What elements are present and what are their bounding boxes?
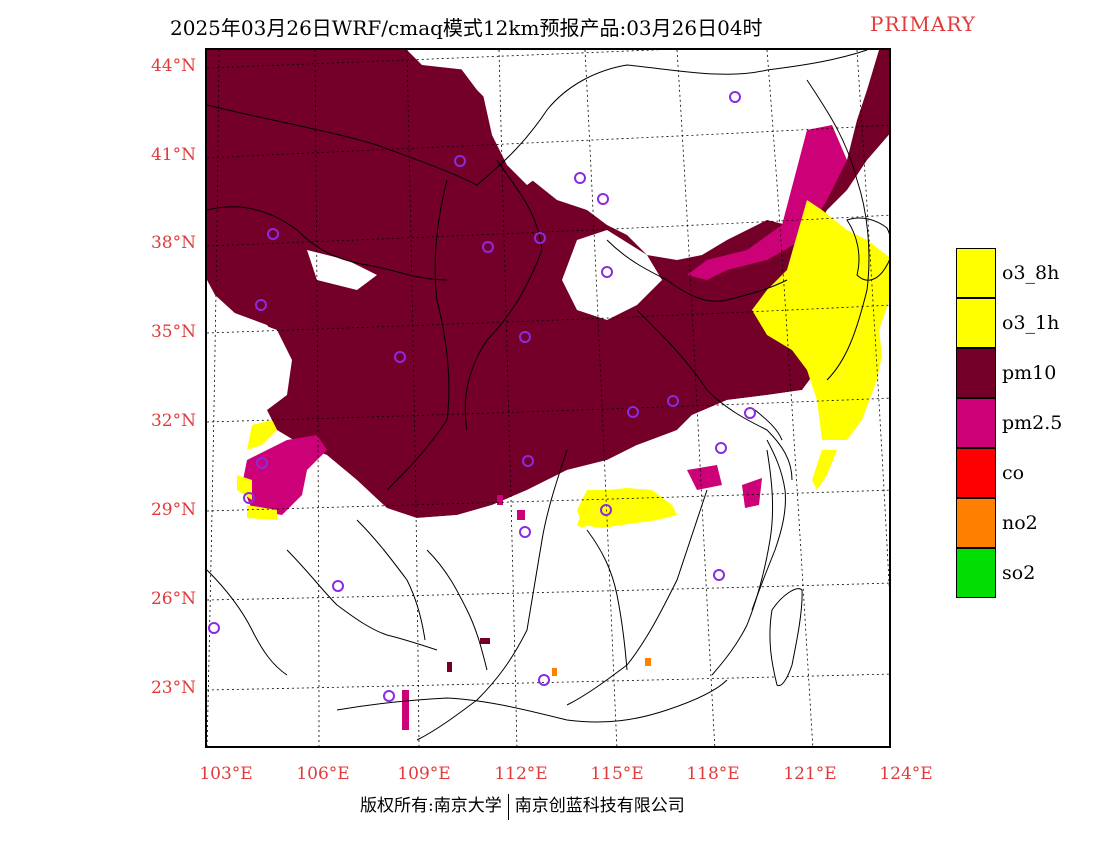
no2-speck-2 [552,668,557,676]
clear-area-sw [207,312,287,405]
legend-swatch-o3-8h [956,248,996,298]
legend-label: co [1002,462,1025,484]
station-marker [627,406,639,418]
station-marker [243,492,255,504]
station-marker [519,526,531,538]
lon-label-115: 115°E [590,764,644,784]
pm25-region-zhejiang [742,478,762,508]
station-marker [519,331,531,343]
station-marker [715,442,727,454]
lat-label-32: 32°N [150,411,196,431]
title-text: 2025年03月26日WRF/cmaq模式12km预报产品:03月26日04时 [170,16,763,40]
clear-area-north [447,50,577,110]
lon-label-124: 124°E [879,764,933,784]
boundaries [207,50,870,741]
pm25-speck-2 [517,510,525,520]
clear-area-west [307,250,377,290]
station-marker [667,395,679,407]
legend-label: no2 [1002,512,1038,534]
station-marker [522,455,534,467]
station-marker [255,299,267,311]
o3-region-fujian [812,450,837,490]
clear-area-beijing [497,130,602,210]
legend-swatch-pm10 [956,348,996,398]
station-marker [394,351,406,363]
lat-label-38: 38°N [150,233,196,253]
station-marker [601,266,613,278]
legend-swatch-no2 [956,498,996,548]
station-marker [482,241,494,253]
pm25-region-sichuan [242,435,327,515]
map-panel [205,48,891,748]
korea-coast [846,217,889,281]
legend-swatch-o3-1h [956,298,996,348]
station-marker [538,674,550,686]
pm25-region-jiangxi [687,465,722,490]
station-marker [713,569,725,581]
pm25-region-northeast [687,125,847,280]
pm25-speck-3 [402,690,409,730]
monitoring-stations [208,91,756,702]
o3-region-south-band [247,505,277,520]
graticule [207,50,889,746]
lat-label-23: 23°N [150,678,196,698]
lon-label-118: 118°E [686,764,740,784]
station-marker [534,232,546,244]
lat-label-26: 26°N [150,589,196,609]
lon-label-109: 109°E [397,764,451,784]
copyright-left: 版权所有:南京大学 [360,796,502,816]
station-marker [383,690,395,702]
no2-speck-1 [645,658,651,666]
lat-label-29: 29°N [150,500,196,520]
legend-label: o3_8h [1002,262,1060,284]
station-marker [744,407,756,419]
primary-label: PRIMARY [870,12,976,36]
lat-label-44: 44°N [150,56,196,76]
legend-label: o3_1h [1002,312,1060,334]
clear-area-south [207,370,827,746]
legend-swatch-co [956,448,996,498]
station-marker [332,580,344,592]
copyright-right: 南京创蓝科技有限公司 [514,796,685,816]
station-marker [600,504,612,516]
taiwan-island [769,588,803,687]
pm10-speck-1 [447,662,452,672]
legend-swatch-so2 [956,548,996,598]
lon-label-121: 121°E [783,764,837,784]
lon-label-112: 112°E [494,764,548,784]
station-marker [267,228,279,240]
pollution-map [207,50,889,746]
station-marker [256,457,268,469]
pm10-speck-2 [480,638,490,644]
station-marker [597,193,609,205]
legend-swatch-pm25 [956,398,996,448]
legend-label: so2 [1002,562,1036,584]
lat-label-41: 41°N [150,145,196,165]
station-marker [208,622,220,634]
lon-label-103: 103°E [199,764,253,784]
station-marker [574,172,586,184]
station-marker [454,155,466,167]
pm25-speck-1 [497,495,503,505]
copyright-footer: 版权所有:南京大学 南京创蓝科技有限公司 [360,791,685,820]
legend-label: pm10 [1002,362,1057,384]
legend-label: pm2.5 [1002,412,1063,434]
o3-region-sichuan-edge [247,420,277,450]
o3-region-hunan [577,500,602,528]
lat-label-35: 35°N [150,322,196,342]
lon-label-106: 106°E [296,764,350,784]
o3-region-east-coast [752,200,889,440]
station-marker [729,91,741,103]
footer-divider [507,793,509,820]
